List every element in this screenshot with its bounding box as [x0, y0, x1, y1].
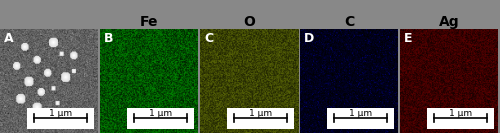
Text: 1 μm: 1 μm [349, 109, 372, 118]
Text: 1 μm: 1 μm [149, 109, 172, 118]
Text: D: D [304, 32, 314, 45]
Bar [328, 108, 394, 129]
Bar [128, 108, 194, 129]
Title: Fe: Fe [140, 15, 158, 29]
Bar [28, 108, 94, 129]
Title: O: O [243, 15, 255, 29]
Title: Ag: Ag [438, 15, 460, 29]
Text: 1 μm: 1 μm [449, 109, 472, 118]
Text: C: C [204, 32, 213, 45]
Text: B: B [104, 32, 114, 45]
Text: 1 μm: 1 μm [49, 109, 72, 118]
Bar [428, 108, 494, 129]
Title: C: C [344, 15, 354, 29]
Bar [228, 108, 294, 129]
Text: A: A [4, 32, 14, 45]
Text: 1 μm: 1 μm [249, 109, 272, 118]
Text: E: E [404, 32, 412, 45]
